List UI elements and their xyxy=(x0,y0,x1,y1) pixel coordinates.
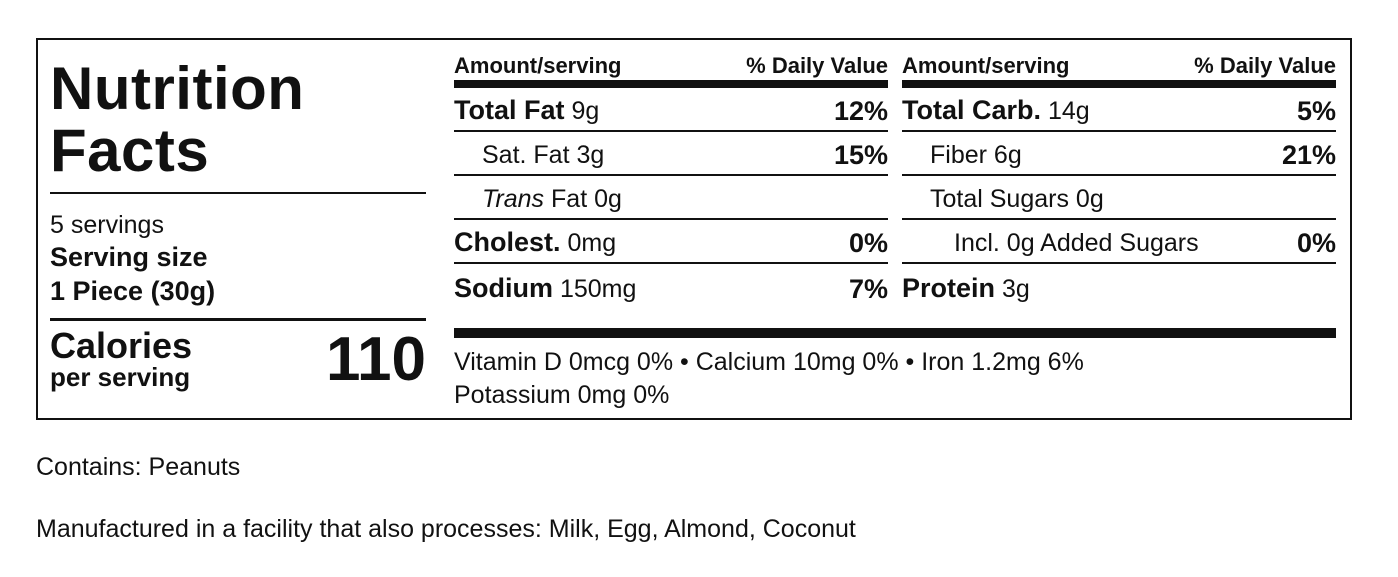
nutrient-name: Fiber xyxy=(930,141,987,169)
amount-header: Amount/serving xyxy=(902,53,1070,78)
nutrient-name: Total Sugars xyxy=(930,185,1069,213)
nutrient-amount: 3g xyxy=(576,141,605,169)
nutrient-row-cholesterol: Cholest. 0mg 0% xyxy=(454,220,888,264)
nutrient-name: Incl. 0g Added Sugars xyxy=(954,229,1199,257)
column-header: Amount/serving % Daily Value xyxy=(454,52,888,80)
nutrient-amount: 14g xyxy=(1047,97,1090,125)
calories-sublabel: per serving xyxy=(50,362,191,392)
facility-statement: Manufactured in a facility that also pro… xyxy=(36,515,856,543)
nutrient-dv: 7% xyxy=(848,274,888,304)
nutrient-dv: 0% xyxy=(1296,228,1336,258)
serving-size-label: Serving size xyxy=(50,242,208,272)
label-summary-column: Nutrition Facts 5 servings Serving size … xyxy=(50,50,426,401)
nutrient-row-sat-fat: Sat. Fat 3g 15% xyxy=(454,132,888,176)
nutrient-row-protein: Protein 3g xyxy=(902,264,1336,308)
nutrient-name: Total Fat xyxy=(454,95,565,125)
nutrient-column-b: Amount/serving % Daily Value Total Carb.… xyxy=(902,52,1336,308)
nutrient-amount: Fat 0g xyxy=(551,185,622,213)
nutrient-amount: 150mg xyxy=(559,275,637,303)
nutrient-name: Protein xyxy=(902,273,996,303)
nutrient-dv: 21% xyxy=(1281,140,1336,170)
nutrient-row-total-fat: Total Fat 9g 12% xyxy=(454,88,888,132)
divider xyxy=(454,328,1336,338)
nutrient-dv: 12% xyxy=(833,96,888,126)
nutrient-dv: 5% xyxy=(1296,96,1336,126)
label-title: Nutrition Facts xyxy=(50,58,426,182)
dv-header: % Daily Value xyxy=(1194,53,1336,78)
nutrient-dv: 0% xyxy=(848,228,888,258)
allergen-statement: Contains: Peanuts xyxy=(36,453,241,481)
micronutrients-line-1: Vitamin D 0mcg 0% • Calcium 10mg 0% • Ir… xyxy=(454,348,1084,376)
divider xyxy=(902,80,1336,88)
nutrient-amount: 9g xyxy=(571,97,600,125)
calories-label: Calories xyxy=(50,325,193,366)
divider xyxy=(454,80,888,88)
amount-header: Amount/serving xyxy=(454,53,622,78)
micronutrients: Vitamin D 0mcg 0% • Calcium 10mg 0% • Ir… xyxy=(454,346,1336,412)
nutrient-name: Cholest. xyxy=(454,227,561,257)
nutrient-dv: 15% xyxy=(833,140,888,170)
nutrient-amount: 0g xyxy=(1075,185,1104,213)
nutrient-name: Total Carb. xyxy=(902,95,1042,125)
nutrition-facts-label: Nutrition Facts 5 servings Serving size … xyxy=(36,38,1352,420)
calories-value: 110 xyxy=(325,325,426,394)
nutrient-amount: 3g xyxy=(1001,275,1030,303)
dv-header: % Daily Value xyxy=(746,53,888,78)
divider xyxy=(50,192,426,194)
calories-row: Calories per serving 110 xyxy=(50,321,426,401)
nutrient-name: Sat. Fat xyxy=(482,141,570,169)
serving-size-value: 1 Piece (30g) xyxy=(50,276,216,306)
nutrient-column-a: Amount/serving % Daily Value Total Fat 9… xyxy=(454,52,888,308)
nutrient-row-sodium: Sodium 150mg 7% xyxy=(454,264,888,308)
servings-per-container: 5 servings xyxy=(50,211,164,239)
title-line-2: Facts xyxy=(50,117,210,184)
nutrient-row-trans-fat: Trans Fat 0g xyxy=(454,176,888,220)
micronutrients-line-2: Potassium 0mg 0% xyxy=(454,381,670,409)
nutrient-row-total-carb: Total Carb. 14g 5% xyxy=(902,88,1336,132)
nutrient-row-added-sugars: Incl. 0g Added Sugars 0% xyxy=(902,220,1336,264)
nutrient-row-total-sugars: Total Sugars 0g xyxy=(902,176,1336,220)
nutrient-name: Trans xyxy=(482,185,545,213)
nutrient-row-fiber: Fiber 6g 21% xyxy=(902,132,1336,176)
divider xyxy=(50,318,426,321)
title-line-1: Nutrition xyxy=(50,55,305,122)
column-header: Amount/serving % Daily Value xyxy=(902,52,1336,80)
nutrient-amount: 0mg xyxy=(567,229,617,257)
nutrient-amount: 6g xyxy=(993,141,1022,169)
nutrient-name: Sodium xyxy=(454,273,553,303)
